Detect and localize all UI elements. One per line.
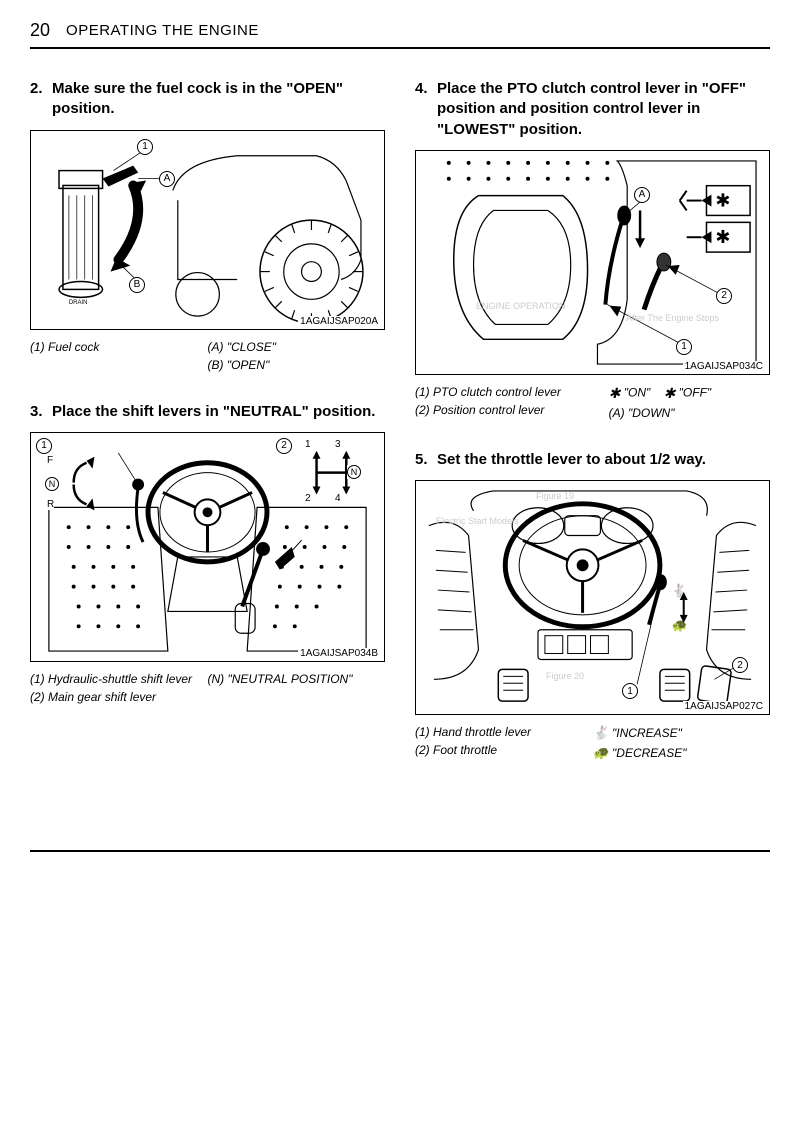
gear-4: 4 [335, 493, 341, 504]
callout-a: A [634, 187, 650, 203]
step-4-heading: 4. Place the PTO clutch control lever in… [415, 79, 770, 140]
figure-throttle: 🐇 🐢 1 2 1AGAIJSAP027C Electric St [415, 480, 770, 715]
legend-foot-throttle: (2) Foot throttle [415, 741, 593, 759]
figure-id: 1AGAIJSAP027C [683, 701, 765, 712]
gear-3: 3 [335, 439, 341, 450]
gear-n: N [347, 465, 361, 479]
figure-fuel-cock: DRAIN [30, 130, 385, 330]
legend-hand-throttle: (1) Hand throttle lever [415, 723, 593, 741]
legend-down: (A) "DOWN" [609, 404, 770, 422]
content-columns: 2. Make sure the fuel cock is in the "OP… [30, 79, 770, 790]
legend-pto-lever: (1) PTO clutch control lever [415, 383, 609, 401]
legend-fuel-cock: (1) Fuel cock [30, 338, 208, 356]
legend-main-gear: (2) Main gear shift lever [30, 688, 208, 706]
svg-text:🐢: 🐢 [672, 618, 688, 633]
header-title: OPERATING THE ENGINE [66, 22, 259, 39]
svg-text:✱: ✱ [715, 190, 730, 210]
legend-left: (1) Hand throttle lever (2) Foot throttl… [415, 723, 593, 762]
callout-2: 2 [732, 657, 748, 673]
figure-id: 1AGAIJSAP020A [298, 316, 380, 327]
legend-left: (1) Hydraulic-shuttle shift lever (2) Ma… [30, 670, 208, 706]
label-n: N [45, 477, 59, 491]
svg-text:DRAIN: DRAIN [69, 300, 87, 306]
step-4-legend: (1) PTO clutch control lever (2) Positio… [415, 383, 770, 422]
step-3: 3. Place the shift levers in "NEUTRAL" p… [30, 402, 385, 706]
legend-right: (A) "CLOSE" (B) "OPEN" [208, 338, 386, 374]
step-4-text: Place the PTO clutch control lever in "O… [437, 79, 770, 140]
callout-2: 2 [716, 288, 732, 304]
legend-right: (N) "NEUTRAL POSITION" [208, 670, 386, 706]
figure-id: 1AGAIJSAP034B [298, 648, 380, 659]
throttle-diagram: 🐇 🐢 [416, 481, 769, 714]
step-5-heading: 5. Set the throttle lever to about 1/2 w… [415, 450, 770, 470]
page-header: 20 OPERATING THE ENGINE [30, 20, 770, 49]
step-2-legend: (1) Fuel cock (A) "CLOSE" (B) "OPEN" [30, 338, 385, 374]
callout-1: 1 [676, 339, 692, 355]
rabbit-icon: 🐇 [593, 723, 609, 743]
legend-increase: 🐇 "INCREASE" [593, 723, 771, 743]
step-3-text: Place the shift levers in "NEUTRAL" posi… [52, 402, 385, 422]
step-3-number: 3. [30, 402, 52, 422]
gear-on-icon: ✱ [609, 383, 621, 404]
legend-decrease: 🐢 "DECREASE" [593, 743, 771, 763]
right-column: 4. Place the PTO clutch control lever in… [415, 79, 770, 790]
legend-right: ✱ "ON" ✱ "OFF" (A) "DOWN" [609, 383, 770, 422]
step-4-number: 4. [415, 79, 437, 140]
footer-rule [30, 850, 770, 852]
legend-shuttle: (1) Hydraulic-shuttle shift lever [30, 670, 208, 688]
legend-close: (A) "CLOSE" [208, 338, 386, 356]
step-2-heading: 2. Make sure the fuel cock is in the "OP… [30, 79, 385, 120]
legend-right: 🐇 "INCREASE" 🐢 "DECREASE" [593, 723, 771, 762]
legend-open: (B) "OPEN" [208, 356, 386, 374]
fuel-cock-diagram: DRAIN [31, 131, 384, 329]
step-5-text: Set the throttle lever to about 1/2 way. [437, 450, 770, 470]
legend-position-lever: (2) Position control lever [415, 401, 609, 419]
callout-2: 2 [276, 438, 292, 454]
gear-off-icon: ✱ [664, 383, 676, 404]
callout-b: B [129, 277, 145, 293]
label-r: R [47, 499, 54, 510]
gear-1: 1 [305, 439, 311, 450]
figure-shift-levers: 1 2 F N R 1 3 2 4 N 1AGAIJSAP034B [30, 432, 385, 662]
step-2-number: 2. [30, 79, 52, 120]
step-5-legend: (1) Hand throttle lever (2) Foot throttl… [415, 723, 770, 762]
step-2-text: Make sure the fuel cock is in the "OPEN"… [52, 79, 385, 120]
page-number: 20 [30, 20, 50, 41]
figure-pto-lever: ✱ ✱ [415, 150, 770, 375]
legend-left: (1) PTO clutch control lever (2) Positio… [415, 383, 609, 422]
step-4: 4. Place the PTO clutch control lever in… [415, 79, 770, 422]
gear-2: 2 [305, 493, 311, 504]
label-f: F [47, 455, 53, 466]
pto-diagram: ✱ ✱ [416, 151, 769, 374]
step-3-legend: (1) Hydraulic-shuttle shift lever (2) Ma… [30, 670, 385, 706]
step-3-heading: 3. Place the shift levers in "NEUTRAL" p… [30, 402, 385, 422]
turtle-icon: 🐢 [593, 743, 609, 763]
callout-1: 1 [137, 139, 153, 155]
step-2: 2. Make sure the fuel cock is in the "OP… [30, 79, 385, 374]
callout-a: A [159, 171, 175, 187]
callout-1: 1 [622, 683, 638, 699]
figure-id: 1AGAIJSAP034C [683, 361, 765, 372]
legend-neutral: (N) "NEUTRAL POSITION" [208, 670, 386, 688]
step-5-number: 5. [415, 450, 437, 470]
legend-on-off: ✱ "ON" ✱ "OFF" [609, 383, 770, 404]
shift-lever-diagram [31, 433, 384, 661]
svg-text:✱: ✱ [715, 227, 730, 247]
left-column: 2. Make sure the fuel cock is in the "OP… [30, 79, 385, 790]
callout-1: 1 [36, 438, 52, 454]
manual-page: 20 OPERATING THE ENGINE 2. Make sure the… [0, 0, 800, 882]
legend-left: (1) Fuel cock [30, 338, 208, 374]
step-5: 5. Set the throttle lever to about 1/2 w… [415, 450, 770, 762]
